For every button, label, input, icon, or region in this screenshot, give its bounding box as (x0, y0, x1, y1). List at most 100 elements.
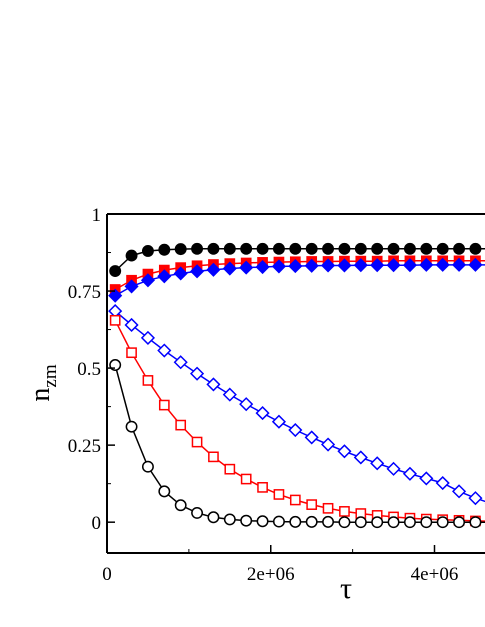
data-point (224, 463, 236, 475)
data-point (272, 515, 285, 528)
data-point (157, 343, 172, 358)
series-5 (109, 359, 485, 529)
data-point (468, 257, 483, 272)
data-point (370, 258, 385, 273)
data-point (289, 515, 302, 528)
data-point (240, 242, 253, 255)
data-point (125, 420, 138, 433)
data-point (190, 366, 205, 381)
data-point (222, 261, 237, 276)
data-point (174, 243, 187, 256)
data-point (255, 259, 270, 275)
data-point (304, 258, 319, 273)
data-point (402, 258, 417, 273)
data-point (140, 330, 155, 345)
data-point (239, 260, 254, 275)
data-point (337, 258, 352, 273)
data-point (354, 242, 367, 255)
data-point (371, 242, 384, 255)
data-point (191, 506, 204, 519)
y-tick-label: 0.5 (77, 359, 101, 380)
data-point (338, 242, 351, 255)
data-point (288, 259, 303, 274)
data-point (158, 399, 170, 411)
data-point (273, 489, 285, 500)
data-point (321, 258, 336, 273)
data-point (353, 450, 368, 465)
data-point (370, 456, 385, 471)
data-point (387, 242, 400, 255)
data-point (174, 499, 187, 512)
data-point (305, 242, 318, 255)
data-point (109, 314, 121, 326)
y-tick-label: 0 (92, 513, 102, 534)
data-point (468, 491, 483, 506)
data-point (288, 422, 303, 438)
data-point (142, 375, 154, 386)
series-0 (109, 242, 485, 277)
data-point (255, 406, 270, 421)
data-point (435, 475, 450, 491)
data-point (403, 242, 416, 255)
series-2 (108, 257, 485, 303)
data-point (222, 387, 237, 402)
data-point (191, 436, 203, 448)
data-point (124, 317, 139, 333)
data-point (436, 516, 449, 529)
data-point (158, 485, 171, 498)
data-point (223, 242, 236, 255)
data-point (304, 430, 319, 445)
y-axis-label-main: n (25, 388, 56, 402)
data-point (420, 242, 433, 255)
data-point (435, 257, 450, 272)
data-point (124, 279, 139, 294)
data-point (190, 264, 205, 279)
data-point (141, 460, 154, 473)
data-point (240, 473, 252, 485)
data-point (453, 242, 466, 255)
data-point (402, 466, 417, 481)
data-point (191, 242, 204, 255)
data-point (289, 494, 301, 506)
data-point (140, 273, 155, 288)
data-point (436, 242, 449, 255)
data-point (403, 516, 416, 529)
data-point (305, 515, 318, 528)
data-point (452, 484, 467, 499)
data-point (419, 471, 434, 486)
data-point (354, 516, 367, 529)
x-tick-label: 4e+06 (411, 564, 459, 585)
data-point (223, 513, 236, 526)
data-point (469, 516, 482, 529)
x-tick-label: 0 (102, 564, 112, 585)
data-point (207, 242, 220, 255)
data-point (141, 245, 154, 257)
y-tick-label: 0.25 (68, 436, 101, 457)
data-point (208, 451, 219, 463)
data-point (289, 242, 302, 255)
data-point (108, 288, 123, 303)
data-point (322, 515, 335, 528)
data-point (240, 514, 253, 527)
data-point (452, 257, 467, 272)
data-point (256, 515, 269, 528)
data-point (453, 516, 466, 529)
series-layer (108, 242, 485, 529)
data-point (387, 516, 400, 529)
data-point (339, 506, 350, 517)
data-point (158, 243, 171, 256)
y-axis-label-subscript: zm (40, 364, 61, 387)
data-point (469, 242, 482, 255)
data-point (175, 419, 187, 431)
y-tick-label: 0.75 (68, 282, 101, 303)
data-point (321, 437, 336, 452)
data-point (337, 444, 352, 459)
x-tick-label: 2e+06 (247, 564, 295, 585)
data-point (371, 516, 384, 529)
data-point (206, 377, 221, 392)
data-point (386, 461, 401, 476)
y-tick-label: 1 (92, 205, 102, 226)
data-point (173, 355, 188, 370)
axes-layer: 0 0.25 0.5 0.75 1 0 2e+06 4e+06 (68, 205, 485, 585)
